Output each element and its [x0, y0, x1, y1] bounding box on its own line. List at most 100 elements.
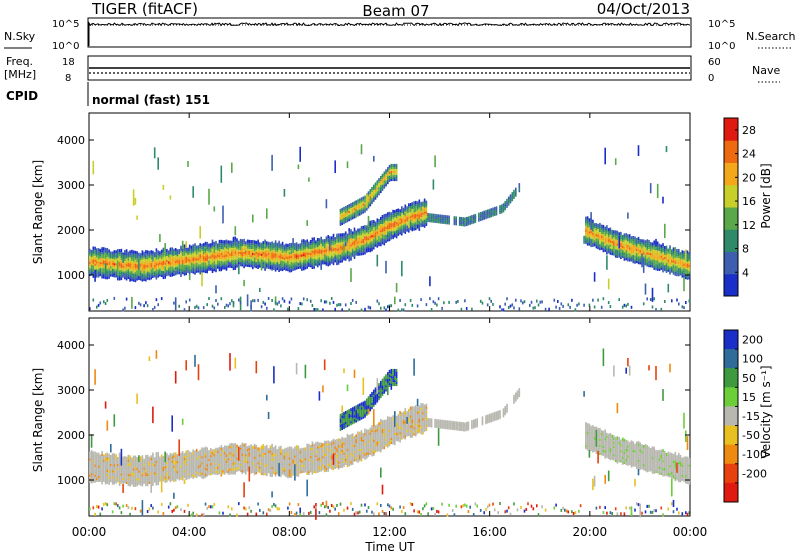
- scatter-cell: [173, 472, 175, 476]
- scatter-cell: [665, 247, 668, 251]
- scatter-cell: [499, 305, 501, 309]
- scatter-cell: [350, 215, 352, 219]
- scatter-cell: [383, 177, 386, 181]
- scatter-cell: [266, 255, 268, 259]
- scatter-cell: [395, 223, 398, 227]
- scatter-cell: [458, 216, 461, 220]
- scatter-cell: [129, 270, 131, 274]
- scatter-cell: [653, 262, 655, 266]
- scatter-cell: [113, 414, 116, 427]
- scatter-cell: [350, 231, 352, 235]
- scatter-cell: [444, 215, 447, 219]
- scatter-cell: [641, 245, 643, 249]
- scatter-cell: [678, 253, 680, 256]
- scatter-cell: [206, 250, 208, 253]
- scatter-cell: [222, 250, 224, 254]
- scatter-cell: [99, 468, 102, 472]
- scatter-cell: [148, 466, 151, 470]
- scatter-cell: [350, 211, 352, 215]
- scatter-cell: [202, 257, 205, 261]
- scatter-cell: [124, 306, 126, 310]
- scatter-cell: [364, 231, 366, 235]
- scatter-cell: [185, 251, 187, 255]
- scatter-cell: [211, 239, 214, 243]
- scatter-cell: [380, 225, 382, 228]
- scatter-cell: [500, 206, 503, 210]
- scatter-cell: [348, 244, 350, 248]
- scatter-cell: [481, 211, 484, 215]
- scatter-cell: [150, 459, 152, 463]
- scatter-cell: [369, 235, 372, 238]
- scatter-cell: [132, 254, 135, 258]
- scatter-cell: [322, 261, 324, 265]
- scatter-cell: [685, 272, 687, 276]
- scatter-cell: [166, 461, 168, 465]
- scatter-cell: [358, 248, 361, 252]
- scatter-cell: [171, 271, 173, 275]
- scatter-cell: [238, 298, 240, 302]
- scatter-cell: [106, 272, 109, 276]
- scatter-cell: [89, 455, 91, 459]
- scatter-cell: [229, 252, 231, 256]
- scatter-cell: [113, 262, 116, 266]
- scatter-cell: [215, 253, 217, 256]
- scatter-cell: [623, 251, 626, 255]
- scatter-cell: [267, 243, 270, 247]
- scatter-cell: [413, 201, 415, 205]
- scatter-cell: [131, 506, 133, 510]
- scatter-cell: [311, 249, 314, 253]
- scatter-cell: [153, 469, 156, 473]
- scatter-cell: [686, 266, 689, 270]
- scatter-cell: [381, 235, 384, 239]
- scatter-cell: [388, 236, 391, 240]
- scatter-cell: [630, 238, 633, 242]
- scatter-cell: [325, 262, 328, 266]
- scatter-cell: [455, 300, 457, 304]
- scatter-cell: [92, 467, 95, 471]
- scatter-cell: [174, 258, 177, 262]
- scatter-cell: [346, 255, 349, 259]
- scatter-cell: [141, 268, 144, 272]
- scatter-cell: [334, 239, 336, 243]
- scatter-cell: [150, 461, 152, 465]
- scatter-cell: [651, 264, 654, 268]
- scatter-cell: [131, 475, 133, 479]
- scatter-cell: [173, 462, 175, 466]
- scatter-cell: [287, 258, 289, 261]
- scatter-cell: [148, 456, 151, 460]
- scatter-cell: [371, 220, 373, 224]
- scatter-cell: [122, 462, 124, 466]
- scatter-cell: [145, 481, 147, 485]
- scatter-cell: [441, 214, 443, 218]
- scatter-cell: [323, 247, 326, 251]
- scatter-cell: [131, 467, 133, 471]
- scatter-cell: [250, 260, 252, 264]
- scatter-cell: [122, 476, 124, 480]
- scatter-cell: [259, 256, 261, 260]
- scatter-cell: [131, 268, 133, 271]
- scatter-cell: [413, 215, 415, 219]
- scatter-cell: [288, 251, 291, 255]
- scatter-cell: [634, 252, 636, 256]
- scatter-cell: [173, 269, 175, 272]
- scatter-cell: [416, 201, 419, 205]
- scatter-cell: [280, 249, 282, 253]
- scatter-cell: [674, 262, 677, 266]
- scatter-cell: [117, 253, 119, 257]
- scatter-cell: [401, 226, 403, 230]
- scatter-cell: [648, 254, 650, 258]
- scatter-cell: [357, 201, 359, 205]
- scatter-cell: [367, 247, 370, 251]
- scatter-cell: [658, 266, 661, 269]
- scatter-cell: [339, 235, 342, 239]
- scatter-cell: [213, 268, 216, 272]
- scatter-cell: [325, 248, 328, 252]
- scatter-cell: [311, 253, 314, 257]
- scatter-cell: [367, 228, 370, 232]
- scatter-cell: [358, 198, 361, 202]
- scatter-cell: [104, 276, 107, 280]
- scatter-cell: [148, 269, 151, 273]
- scatter-cell: [490, 214, 492, 218]
- scatter-cell: [115, 462, 117, 466]
